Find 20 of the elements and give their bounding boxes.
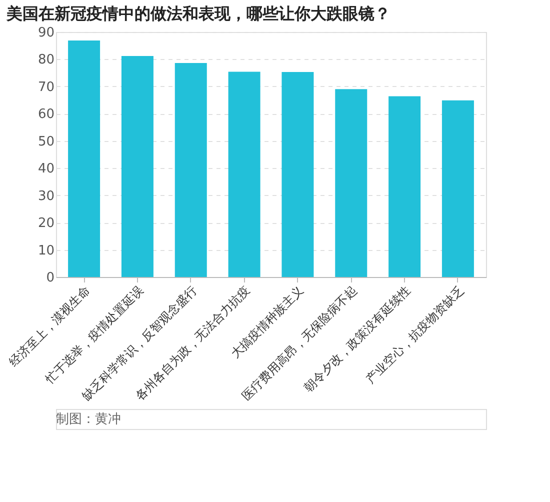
y-tick-label: 10 (38, 243, 54, 258)
y-tick-label: 0 (46, 270, 54, 286)
y-tick-label: 50 (38, 134, 54, 150)
y-tick-label: 20 (38, 216, 54, 232)
text: 制图：黄冲 (56, 412, 121, 427)
y-tick-label: 60 (38, 107, 54, 122)
bar (388, 96, 421, 277)
bar (68, 40, 100, 277)
y-tick-label: 70 (38, 80, 54, 95)
bar (228, 72, 260, 277)
y-tick-label: 80 (38, 52, 54, 68)
y-tick-label: 40 (38, 162, 54, 177)
bar (282, 72, 314, 277)
y-tick-label: 90 (38, 26, 54, 40)
bar (121, 56, 154, 277)
bar (174, 63, 207, 277)
y-tick-label: 30 (38, 188, 54, 204)
bar (335, 89, 368, 277)
chart-title: 美国在新冠疫情中的做法和表现，哪些让你大跌眼镜？ (5, 4, 390, 23)
bar (442, 100, 474, 277)
